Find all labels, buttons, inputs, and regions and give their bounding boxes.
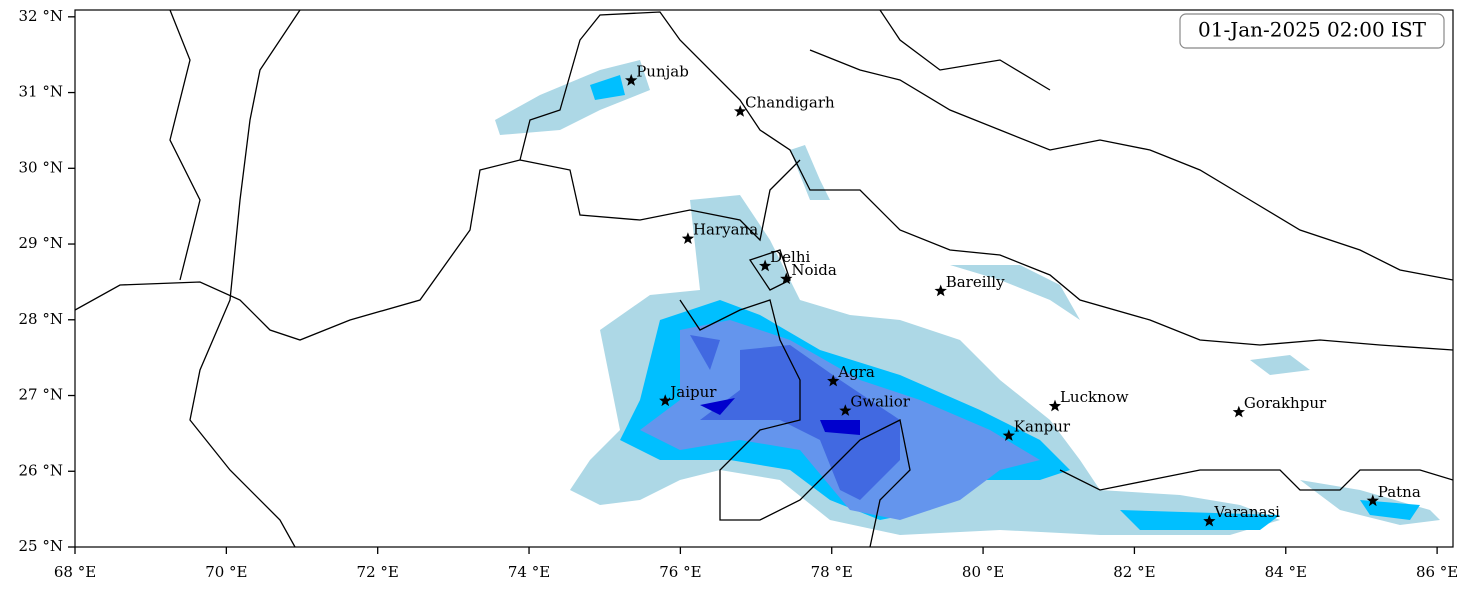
place-marker: [734, 105, 747, 117]
place-marker: [1002, 429, 1015, 441]
place-label: Varanasi: [1213, 503, 1280, 521]
place-label: Chandigarh: [745, 93, 835, 111]
place-marker: [1366, 494, 1379, 507]
place-marker: [1232, 405, 1245, 418]
y-tick-label: 32 °N: [19, 7, 63, 25]
y-tick-label: 30 °N: [19, 158, 63, 176]
place-label: Noida: [791, 261, 837, 279]
place-marker: [759, 259, 772, 272]
y-tick-label: 28 °N: [19, 310, 63, 328]
place-marker: [827, 374, 840, 387]
x-tick-label: 86 °E: [1416, 563, 1458, 581]
place-marker: [1203, 514, 1216, 527]
place-label: Patna: [1378, 483, 1421, 501]
place-marker: [681, 232, 695, 244]
y-tick-label: 25 °N: [19, 537, 63, 555]
x-tick-label: 80 °E: [962, 563, 1004, 581]
y-tick-label: 26 °N: [19, 461, 63, 479]
x-tick-label: 74 °E: [508, 563, 550, 581]
place-label: Agra: [837, 363, 875, 381]
place-label: Punjab: [636, 62, 689, 80]
y-tick-label: 27 °N: [19, 386, 63, 404]
y-tick-label: 29 °N: [19, 234, 63, 252]
title-box: [1179, 13, 1445, 49]
x-tick-label: 78 °E: [811, 563, 853, 581]
place-marker: [659, 394, 672, 407]
map-title: 01-Jan-2025 02:00 IST: [1198, 18, 1427, 42]
x-tick-label: 82 °E: [1113, 563, 1155, 581]
place-label: Delhi: [770, 248, 810, 266]
x-tick-label: 72 °E: [357, 563, 399, 581]
boundaries: [75, 10, 1453, 547]
x-tick-label: 84 °E: [1265, 563, 1307, 581]
x-tick-label: 76 °E: [659, 563, 701, 581]
place-marker: [780, 272, 793, 285]
place-label: Gwalior: [850, 393, 910, 411]
axes-frame: [74, 9, 1454, 548]
place-marker: [934, 284, 947, 297]
y-tick-label: 31 °N: [19, 83, 63, 101]
x-tick-label: 70 °E: [205, 563, 247, 581]
place-label: Bareilly: [946, 273, 1005, 291]
place-label: Haryana: [693, 221, 758, 239]
place-marker: [839, 404, 852, 416]
place-label: Jaipur: [668, 383, 717, 401]
place-label: Lucknow: [1060, 388, 1129, 406]
rainfall-shading: [495, 60, 1440, 535]
place-label: Kanpur: [1014, 418, 1071, 436]
x-tick-label: 68 °E: [54, 563, 96, 581]
place-label: Gorakhpur: [1244, 394, 1327, 412]
place-marker: [1048, 399, 1062, 412]
place-marker: [625, 73, 638, 86]
